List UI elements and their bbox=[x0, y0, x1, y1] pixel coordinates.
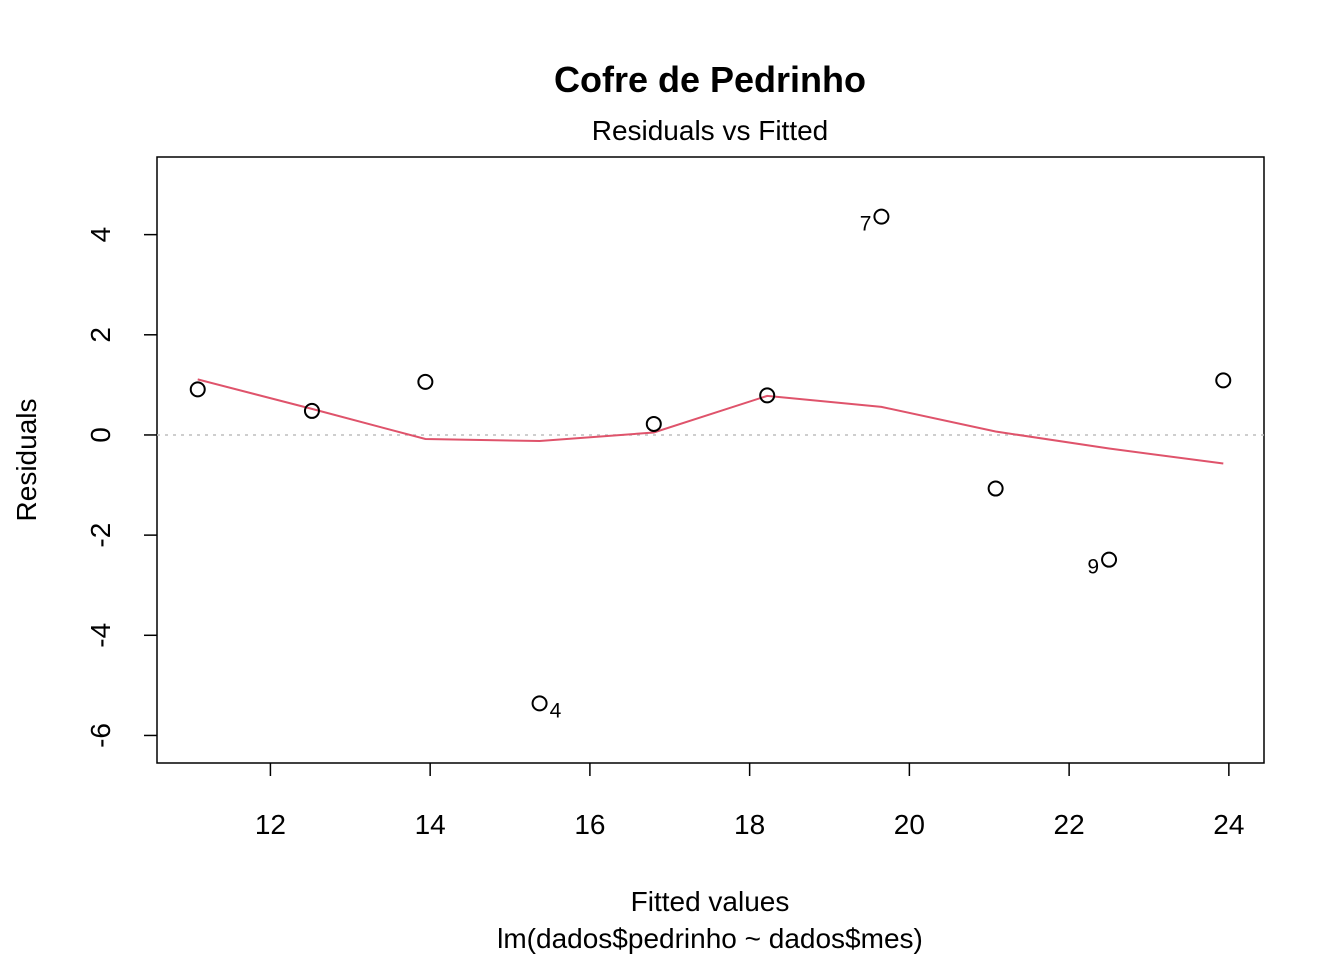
y-tick-label: 0 bbox=[85, 427, 116, 443]
point-label: 9 bbox=[1087, 556, 1099, 579]
y-tick-label: -4 bbox=[85, 623, 116, 648]
data-point bbox=[987, 480, 1004, 497]
x-tick-label: 22 bbox=[1054, 809, 1085, 840]
data-point bbox=[873, 208, 890, 225]
x-tick-label: 20 bbox=[894, 809, 925, 840]
x-axis-sublabel: lm(dados$pedrinho ~ dados$mes) bbox=[497, 923, 923, 954]
y-axis-label: Residuals bbox=[11, 399, 42, 522]
x-tick-label: 16 bbox=[574, 809, 605, 840]
y-tick-label: 4 bbox=[85, 227, 116, 243]
x-tick-label: 14 bbox=[415, 809, 446, 840]
y-tick-label: 2 bbox=[85, 327, 116, 343]
y-tick-label: -2 bbox=[85, 523, 116, 548]
chart-subtitle: Residuals vs Fitted bbox=[592, 115, 829, 146]
data-point bbox=[303, 402, 320, 419]
x-tick-label: 12 bbox=[255, 809, 286, 840]
data-point bbox=[417, 373, 434, 390]
smooth-line bbox=[197, 378, 1224, 465]
data-point bbox=[645, 415, 662, 432]
data-point bbox=[759, 387, 776, 404]
chart-title: Cofre de Pedrinho bbox=[554, 59, 866, 100]
plot-frame bbox=[156, 156, 1265, 764]
y-tick-label: -6 bbox=[85, 723, 116, 748]
point-label: 4 bbox=[550, 699, 562, 722]
data-point bbox=[1215, 372, 1232, 389]
data-point bbox=[1101, 551, 1118, 568]
x-tick-label: 24 bbox=[1213, 809, 1244, 840]
data-point bbox=[189, 381, 206, 398]
point-label: 7 bbox=[860, 213, 872, 236]
data-point bbox=[531, 695, 548, 712]
x-axis-label: Fitted values bbox=[631, 886, 790, 917]
x-tick-label: 18 bbox=[734, 809, 765, 840]
